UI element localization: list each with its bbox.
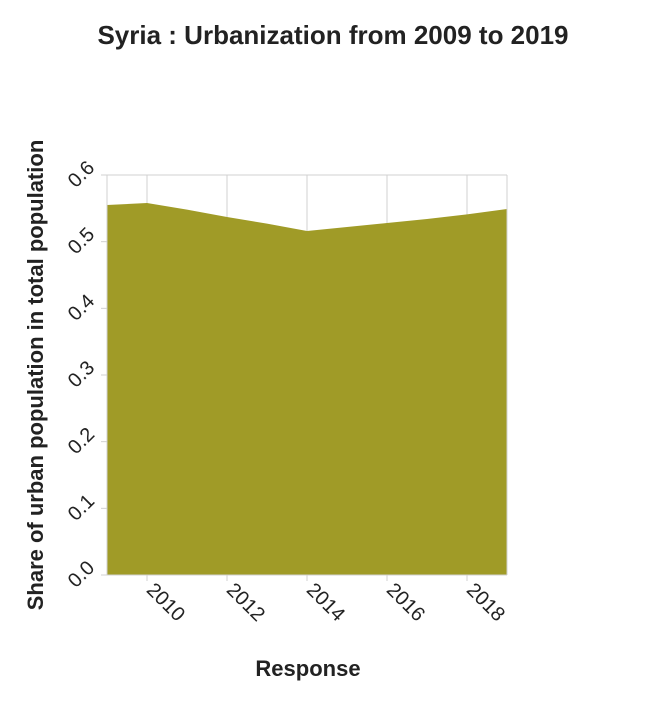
y-axis-ticks: 0.0 0.1 0.2 0.3 0.4 0.5 0.6 [64,157,99,592]
y-tick-label: 0.1 [64,490,99,525]
axes [101,174,508,581]
y-tick-label: 0.4 [64,290,99,325]
y-tick-label: 0.0 [64,557,99,592]
y-axis-title: Share of urban population in total popul… [23,140,48,611]
urbanization-area [107,203,507,575]
x-tick-label: 2016 [382,579,429,626]
x-tick-label: 2010 [142,579,189,626]
y-tick-label: 0.2 [64,424,99,459]
x-tick-label: 2014 [302,579,349,626]
y-tick-label: 0.3 [64,357,99,392]
x-tick-label: 2018 [462,579,509,626]
y-tick-label: 0.6 [64,157,99,192]
x-axis-ticks: 2010 2012 2014 2016 2018 [142,579,509,626]
y-tick-label: 0.5 [64,224,99,259]
x-tick-label: 2012 [222,579,269,626]
x-axis-title: Response [255,656,360,681]
chart-title: Syria : Urbanization from 2009 to 2019 [97,20,568,50]
